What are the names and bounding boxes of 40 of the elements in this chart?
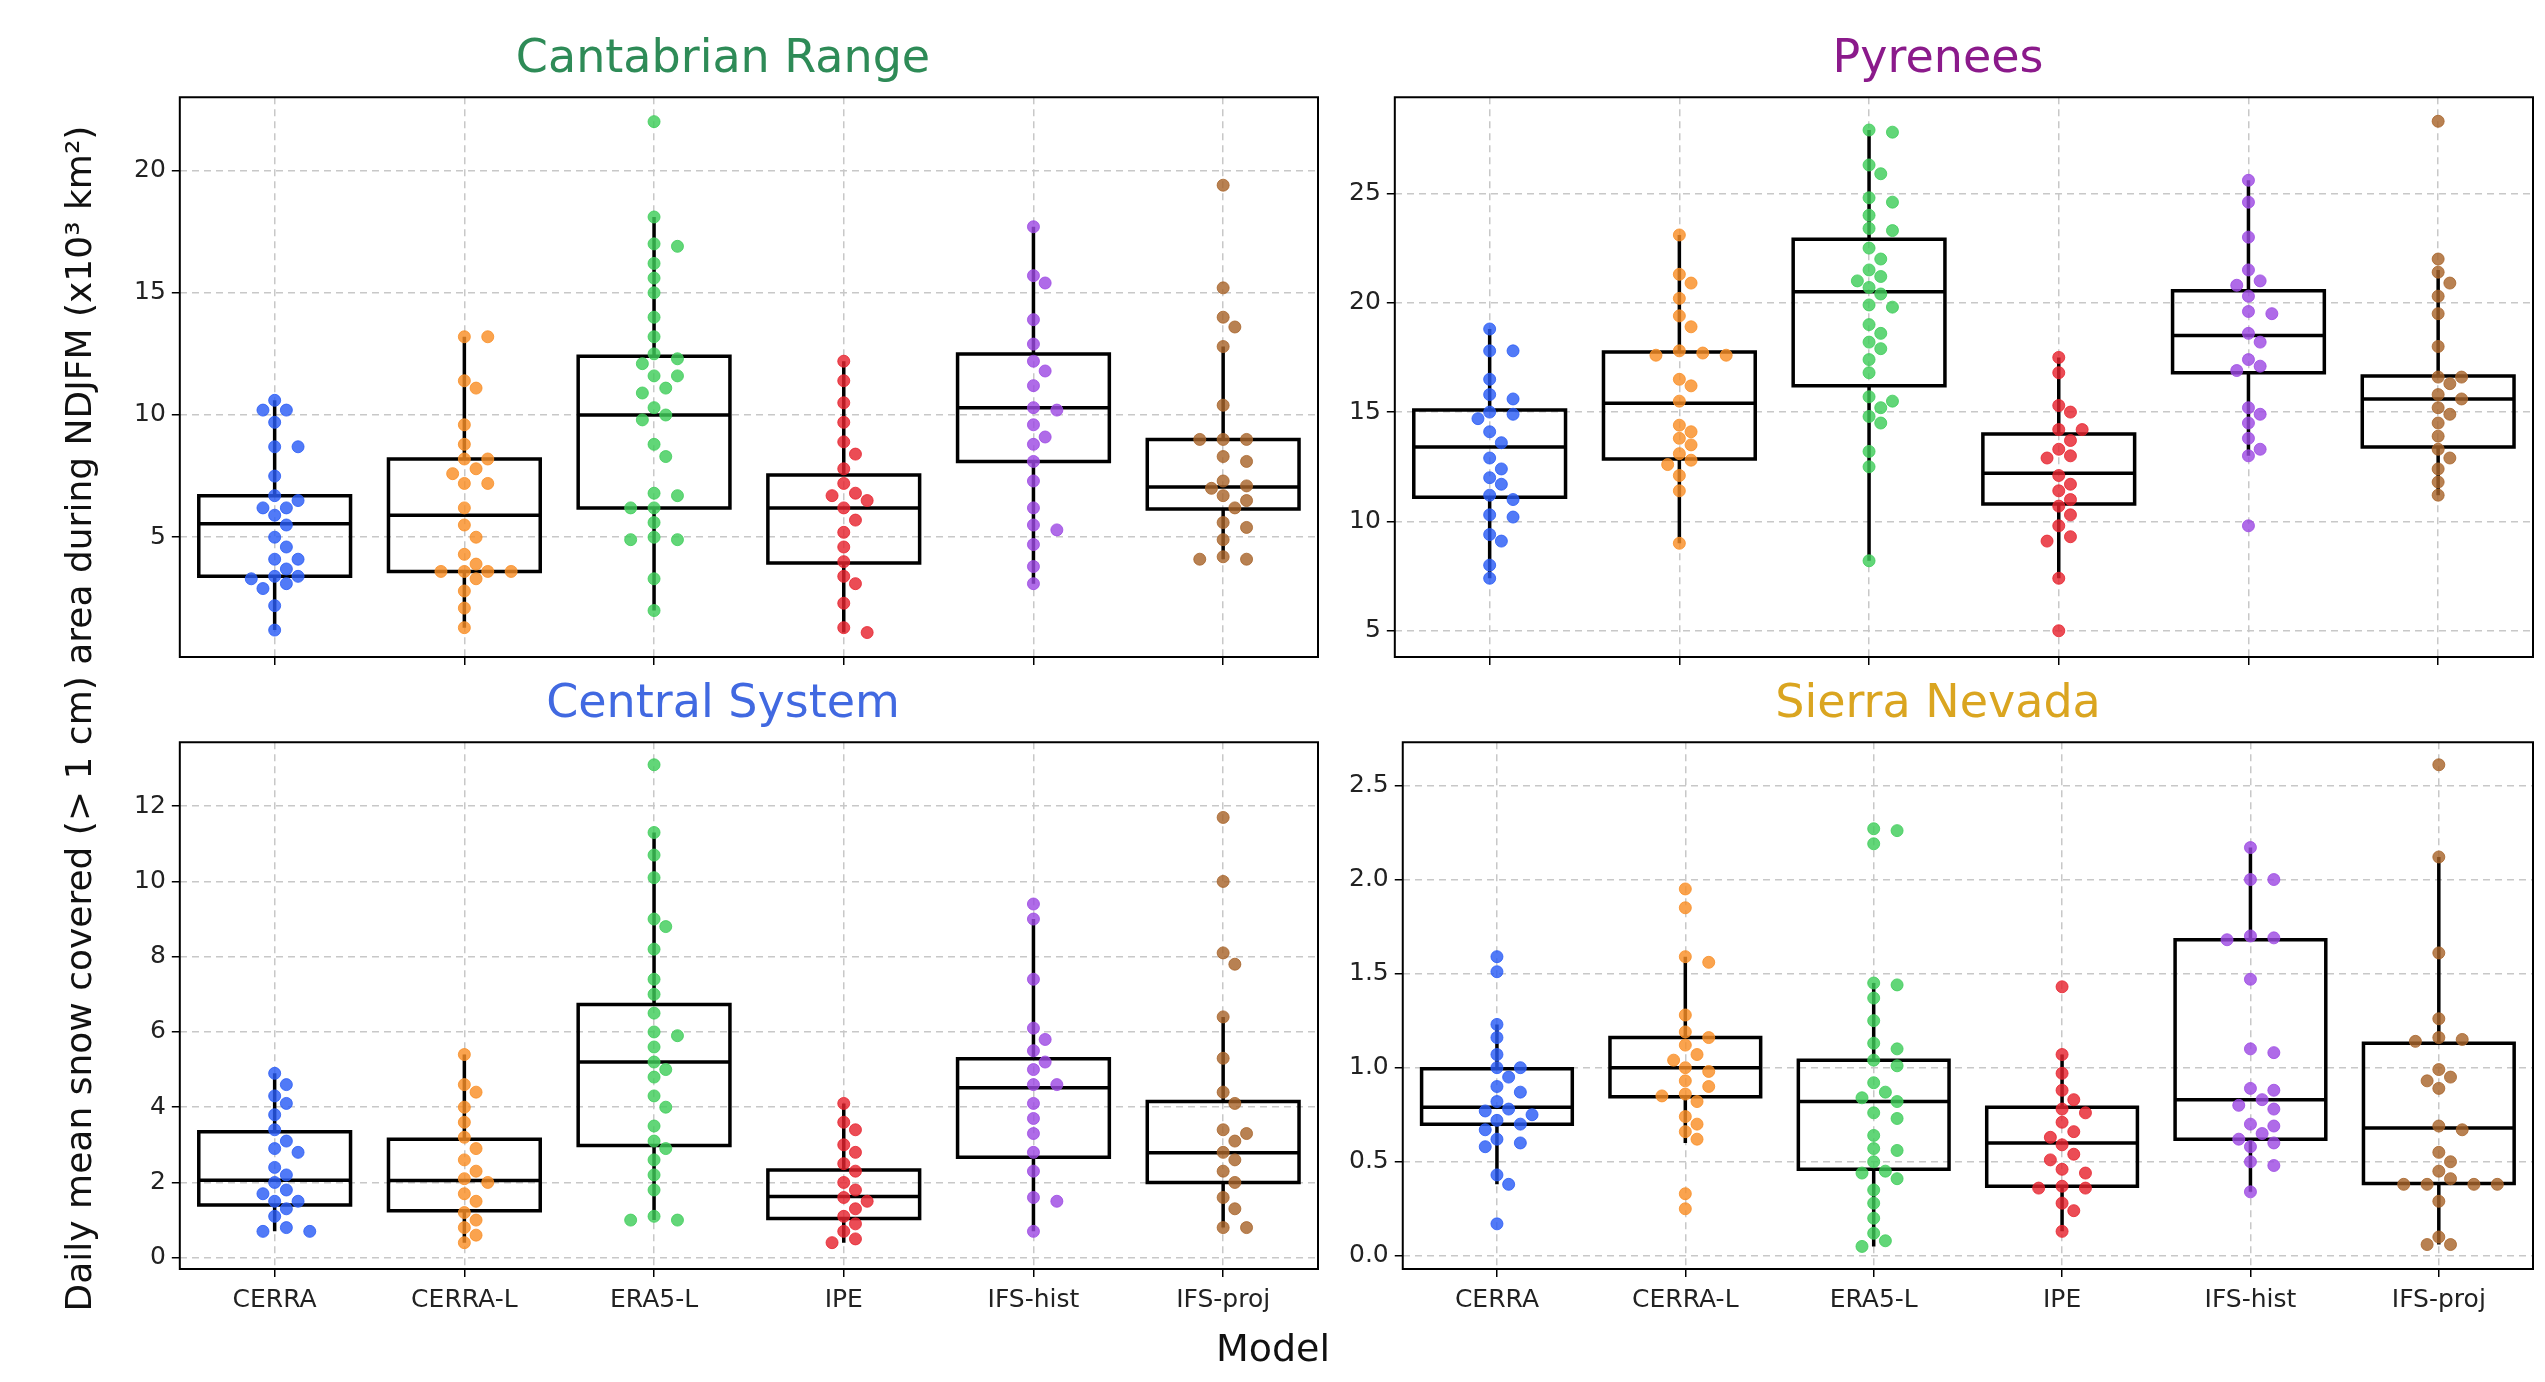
- x-tick-label: CERRA-L: [1632, 1283, 1739, 1313]
- y-tick-label: 25: [1349, 176, 1381, 206]
- y-tick-label: 0.5: [1348, 1145, 1389, 1175]
- y-tick-label: 15: [1349, 395, 1381, 425]
- y-tick-label: 20: [134, 154, 166, 184]
- x-tick-label: CERRA: [232, 1283, 317, 1313]
- y-tick-label: 4: [149, 1090, 166, 1120]
- y-tick-label: 1.0: [1348, 1051, 1389, 1081]
- y-tick-label: 15: [134, 276, 166, 306]
- y-tick-label: 2: [149, 1165, 166, 1195]
- chart-title: Cantabrian Range: [515, 28, 931, 83]
- x-tick-label: IFS-hist: [987, 1283, 1080, 1313]
- x-axis-title: Model: [1214, 1326, 1332, 1370]
- chart-title: Pyrenees: [1832, 28, 2044, 83]
- y-tick-label: 1.5: [1348, 957, 1389, 987]
- x-tick-label: CERRA: [1454, 1283, 1539, 1313]
- x-tick-label: CERRA-L: [411, 1283, 518, 1313]
- x-tick-label: IPE: [2042, 1283, 2082, 1313]
- y-tick-label: 5: [149, 520, 166, 550]
- y-tick-label: 10: [134, 398, 166, 428]
- chart-title: Sierra Nevada: [1775, 673, 2101, 728]
- y-axis-title: Daily mean snow covered (> 1 cm) area during NDJFM (x10³ km²): [57, 124, 99, 1314]
- x-tick-label: ERA5-L: [1829, 1283, 1918, 1313]
- y-tick-label: 12: [134, 789, 166, 819]
- y-tick-label: 0: [149, 1241, 166, 1271]
- y-tick-label: 5: [1364, 614, 1381, 644]
- chart-title: Central System: [546, 673, 900, 728]
- y-tick-label: 0.0: [1348, 1239, 1389, 1269]
- x-tick-label: IFS-hist: [2204, 1283, 2297, 1313]
- x-tick-label: IFS-proj: [2391, 1283, 2486, 1313]
- y-tick-label: 10: [1349, 504, 1381, 534]
- x-tick-label: IFS-proj: [1176, 1283, 1271, 1313]
- x-tick-label: ERA5-L: [609, 1283, 699, 1313]
- y-tick-label: 10: [134, 864, 166, 894]
- y-tick-label: 8: [149, 940, 166, 970]
- x-tick-label: IPE: [824, 1283, 863, 1313]
- y-tick-label: 6: [149, 1015, 166, 1045]
- y-tick-label: 2.0: [1348, 863, 1389, 893]
- y-tick-label: 2.5: [1348, 768, 1389, 798]
- y-tick-label: 20: [1349, 286, 1381, 316]
